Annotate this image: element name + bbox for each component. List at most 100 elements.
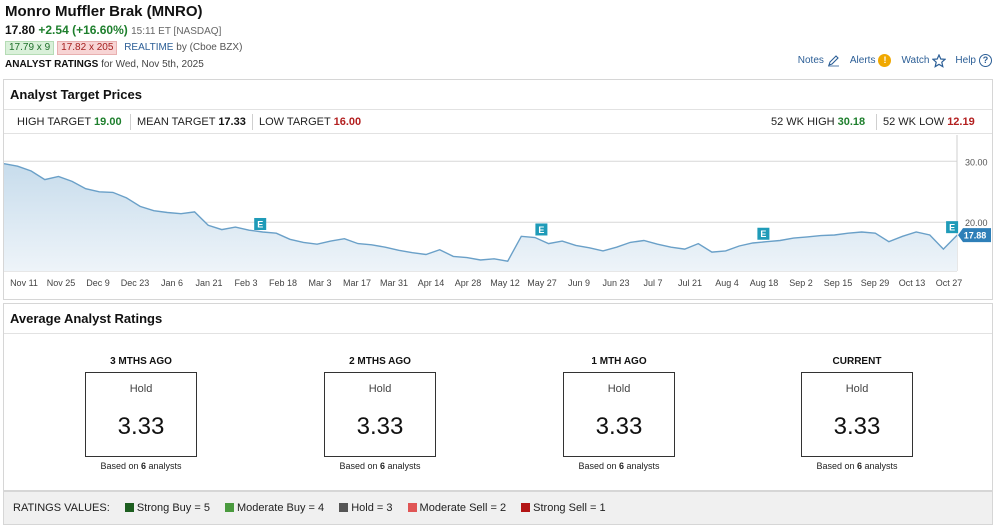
divider <box>876 114 877 130</box>
week52-low-value: 12.19 <box>947 116 975 128</box>
week52-high-label: 52 WK HIGH <box>771 116 835 128</box>
x-tick-label: May 12 <box>490 278 520 288</box>
mean-target: MEAN TARGET 17.33 <box>137 110 246 134</box>
quote-header: Monro Muffler Brak (MNRO) 17.80 +2.54 (+… <box>5 2 990 72</box>
quote-time: 15:11 ET [NASDAQ] <box>131 26 222 37</box>
ratings-legend: RATINGS VALUES: Strong Buy = 5 Moderate … <box>3 491 993 525</box>
y-tick-label: 30.00 <box>965 157 988 167</box>
x-tick-label: Nov 11 <box>10 278 38 288</box>
high-target: HIGH TARGET 19.00 <box>17 110 122 134</box>
legend-label: RATINGS VALUES: <box>13 502 110 514</box>
average-ratings-title: Average Analyst Ratings <box>4 304 992 334</box>
rating-card-score: 3.33 <box>356 413 404 440</box>
quote-line: 17.80 +2.54 (+16.60%) 15:11 ET [NASDAQ] <box>5 22 990 39</box>
x-tick-label: Dec 23 <box>121 278 150 288</box>
x-tick-label: Sep 15 <box>824 278 853 288</box>
realtime-link[interactable]: REALTIME <box>124 42 174 53</box>
low-target-label: LOW TARGET <box>259 116 331 128</box>
rating-card-period: 1 MTH AGO <box>591 356 647 367</box>
week52-low-label: 52 WK LOW <box>883 116 945 128</box>
legend-hold: Hold = 3 <box>351 502 393 514</box>
x-tick-label: Jul 21 <box>678 278 702 288</box>
analyst-count: 6 <box>140 461 146 471</box>
basis-prefix: Based on <box>816 461 855 471</box>
notes-button[interactable]: Notes <box>798 54 840 67</box>
basis-prefix: Based on <box>100 461 139 471</box>
legend-swatch-strong-sell <box>521 503 531 512</box>
x-tick-label: Feb 18 <box>269 278 297 288</box>
x-tick-label: Sep 29 <box>861 278 890 288</box>
week52-high: 52 WK HIGH 30.18 <box>771 110 865 134</box>
price-area <box>4 163 957 271</box>
analyst-count: 6 <box>379 461 385 471</box>
analyst-count: 6 <box>856 461 862 471</box>
rating-card-score: 3.33 <box>117 413 165 440</box>
price-chart[interactable]: 20.00 30.00 Nov 11 Nov 25 Dec 9 Dec 23 Jan 6 Ja… <box>4 135 992 300</box>
basis-prefix: Based on <box>339 461 378 471</box>
last-price-tag <box>958 228 991 243</box>
x-tick-label: Mar 17 <box>343 278 371 288</box>
x-tick-label: Jan 21 <box>195 278 222 288</box>
x-tick-label: Jul 7 <box>643 278 662 288</box>
week52-low: 52 WK LOW 12.19 <box>883 110 975 134</box>
rating-card-basis: Based on 6 analysts <box>65 461 217 471</box>
question-icon: ? <box>979 54 992 67</box>
watch-label: Watch <box>901 55 930 66</box>
rating-card-label: Hold <box>607 383 631 395</box>
page-toolbar: Notes Alerts ! Watch Help ? <box>798 53 992 68</box>
rating-card-label: Hold <box>368 383 392 395</box>
alerts-button[interactable]: Alerts ! <box>850 54 892 67</box>
low-target: LOW TARGET 16.00 <box>259 110 361 134</box>
legend-moderate-sell: Moderate Sell = 2 <box>419 502 507 514</box>
earnings-marker-label: E <box>760 229 766 239</box>
rating-card-basis: Based on 6 analysts <box>781 461 933 471</box>
last-price: 17.80 <box>5 23 36 37</box>
y-tick-label: 20.00 <box>965 218 988 228</box>
rating-card-label: Hold <box>845 383 869 395</box>
mean-target-value: 17.33 <box>218 116 246 128</box>
average-ratings-panel: Average Analyst Ratings 3 MTHS AGO Hold … <box>3 303 993 491</box>
low-target-value: 16.00 <box>333 116 362 128</box>
x-tick-label: Oct 13 <box>899 278 926 288</box>
earnings-marker-label: E <box>538 225 544 235</box>
target-values-row: HIGH TARGET 19.00 MEAN TARGET 17.33 LOW … <box>4 110 992 134</box>
analyst-count: 6 <box>618 461 624 471</box>
bid-badge: 17.79 x 9 <box>5 41 55 55</box>
x-tick-label: Jun 23 <box>602 278 629 288</box>
legend-strong-buy: Strong Buy = 5 <box>136 502 210 514</box>
watch-button[interactable]: Watch <box>901 53 947 68</box>
rating-card-period: 2 MTHS AGO <box>349 356 411 367</box>
rating-card-period: CURRENT <box>832 356 882 367</box>
high-target-value: 19.00 <box>94 116 122 128</box>
divider <box>252 114 253 130</box>
target-prices-title: Analyst Target Prices <box>4 80 992 110</box>
page-title: Monro Muffler Brak (MNRO) <box>5 3 203 20</box>
rating-cards: 3 MTHS AGO Hold 3.33 Based on 6 analysts… <box>4 334 992 492</box>
rating-card-score: 3.33 <box>833 413 881 440</box>
legend-moderate-buy: Moderate Buy = 4 <box>237 502 325 514</box>
rating-card-box: Hold 3.33 <box>85 372 197 457</box>
earnings-marker <box>757 227 770 240</box>
earnings-marker <box>254 217 267 230</box>
star-icon <box>931 53 947 68</box>
warning-icon: ! <box>878 54 892 67</box>
legend-swatch-moderate-sell <box>407 503 417 512</box>
x-tick-label: Feb 3 <box>234 278 257 288</box>
rating-card-basis: Based on 6 analysts <box>304 461 456 471</box>
legend-strong-sell: Strong Sell = 1 <box>533 502 606 514</box>
rating-card-basis: Based on 6 analysts <box>543 461 695 471</box>
ratings-label: ANALYST RATINGS <box>5 59 99 70</box>
rating-card-period: 3 MTHS AGO <box>110 356 172 367</box>
notes-label: Notes <box>797 55 824 66</box>
earnings-marker-label: E <box>949 223 955 233</box>
target-prices-panel: Analyst Target Prices HIGH TARGET 19.00 … <box>3 79 993 300</box>
legend-swatch-moderate-buy <box>225 503 234 512</box>
legend-swatch-strong-buy <box>124 503 134 512</box>
basis-suffix: analysts <box>864 461 898 471</box>
rating-card-box: Hold 3.33 <box>801 372 913 457</box>
legend-swatch-hold <box>339 503 349 512</box>
ratings-date-line: ANALYST RATINGS for Wed, Nov 5th, 2025 <box>5 58 990 72</box>
help-button[interactable]: Help ? <box>955 54 992 67</box>
x-tick-label: Mar 3 <box>308 278 331 288</box>
basis-suffix: analysts <box>387 461 421 471</box>
